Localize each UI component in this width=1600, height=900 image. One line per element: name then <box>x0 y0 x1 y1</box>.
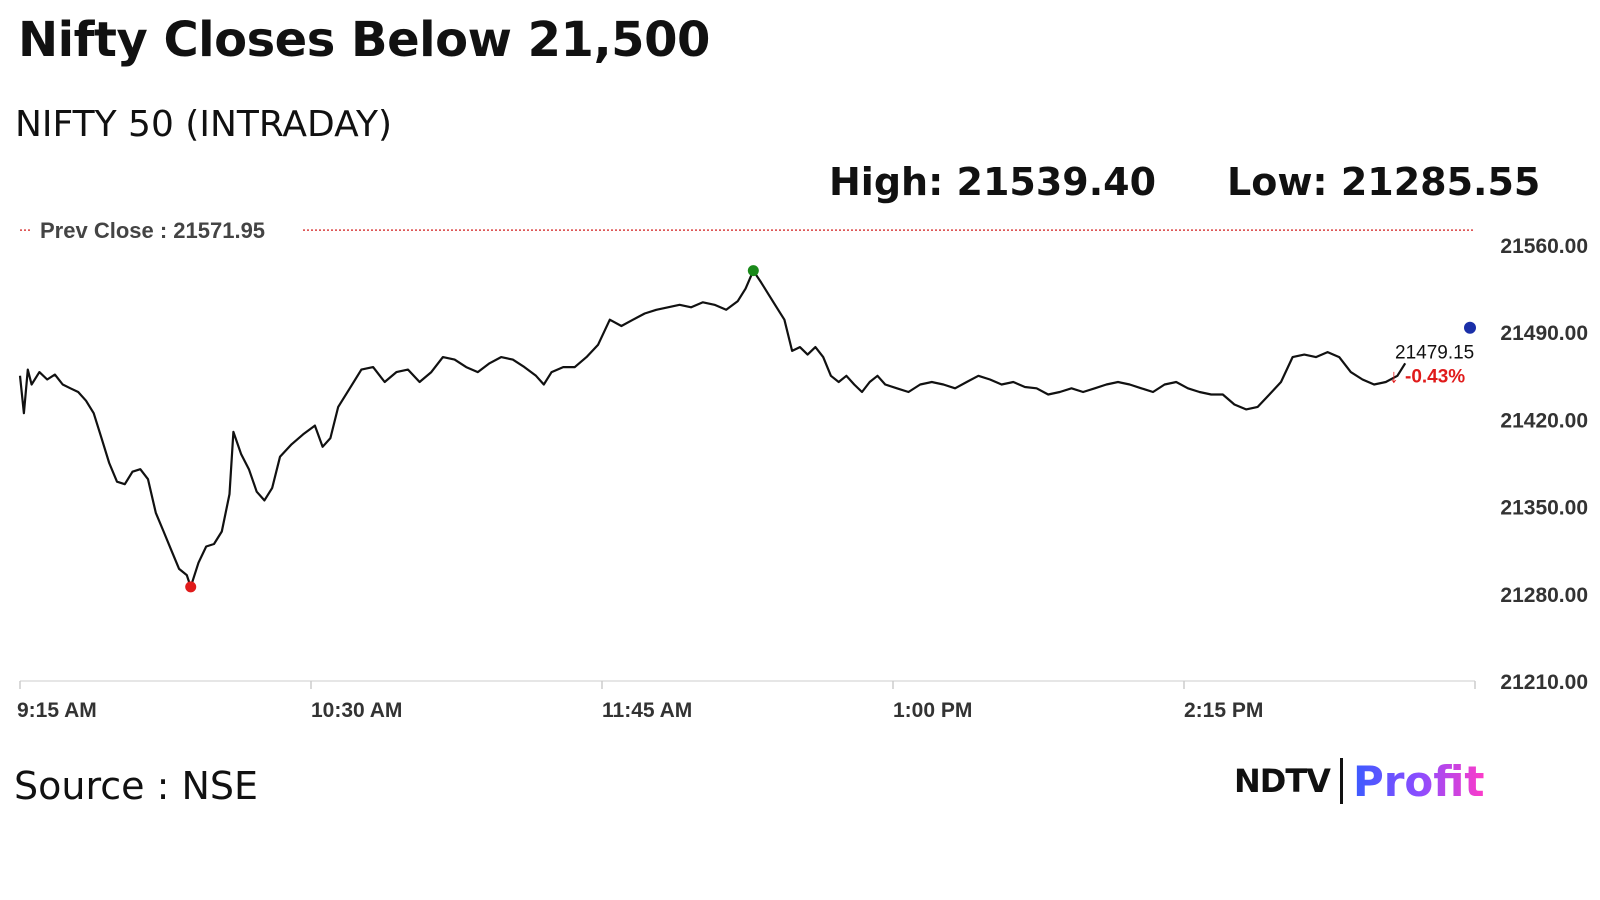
intraday-line-chart: 9:15 AM 10:30 AM 11:45 AM 1:00 PM 2:15 PM 215… <box>17 218 1588 722</box>
x-tick-label: 9:15 AM <box>17 699 97 722</box>
day-high-label: High: 21539.40 <box>829 160 1157 204</box>
chart-subtitle: NIFTY 50 (INTRADAY) <box>15 104 393 145</box>
prev-close-label: Prev Close : 21571.95 <box>40 218 265 243</box>
change-arrow-icon: ↓ <box>1389 367 1399 388</box>
last-price-marker <box>1464 321 1476 334</box>
y-tick-label: 21420.00 <box>1500 409 1588 432</box>
logo-ndtv-text: NDTV <box>1234 762 1331 800</box>
day-high-marker <box>747 265 759 277</box>
day-low-marker <box>185 581 197 593</box>
x-tick-label: 10:30 AM <box>311 699 402 722</box>
logo-profit-text: Profit <box>1352 756 1485 806</box>
chart-headline: Nifty Closes Below 21,500 <box>18 12 710 68</box>
price-series-line <box>18 269 1407 588</box>
x-tick-label: 2:15 PM <box>1184 699 1263 722</box>
y-tick-label: 21280.00 <box>1500 584 1588 607</box>
y-tick-label: 21490.00 <box>1500 322 1588 345</box>
y-tick-label: 21560.00 <box>1500 235 1588 258</box>
source-note: Source : NSE <box>14 764 259 808</box>
y-tick-label: 21210.00 <box>1500 671 1588 694</box>
change-percent-label: -0.43% <box>1405 367 1465 388</box>
x-tick-label: 11:45 AM <box>602 699 692 722</box>
x-tick-label: 1:00 PM <box>893 699 972 722</box>
ndtv-profit-logo: NDTV Profit <box>1234 756 1485 806</box>
logo-divider <box>1339 758 1343 804</box>
day-low-label: Low: 21285.55 <box>1227 160 1541 204</box>
last-price-label: 21479.15 <box>1395 343 1474 364</box>
y-tick-label: 21350.00 <box>1500 497 1588 520</box>
